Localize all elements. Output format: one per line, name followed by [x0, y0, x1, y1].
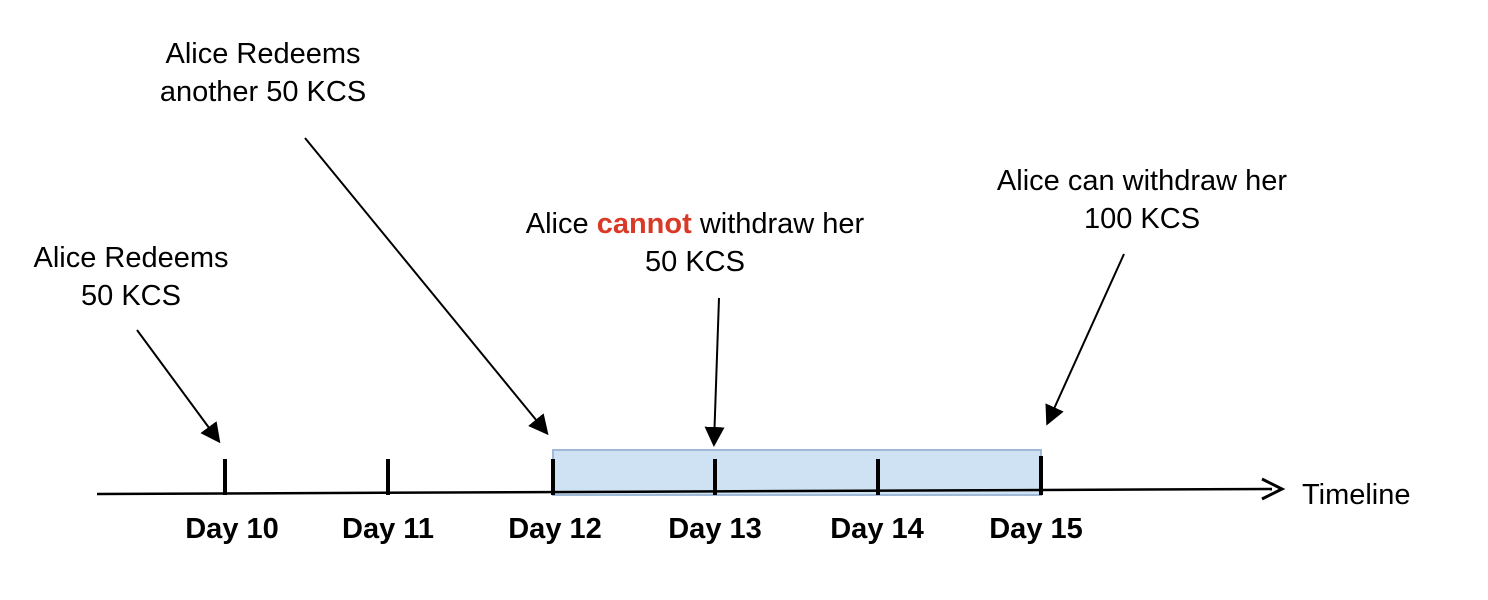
day-label: Day 15	[989, 513, 1083, 545]
arrow-redeem-first	[136, 329, 221, 444]
annotation-can-withdraw-line2: 100 KCS	[1083, 203, 1201, 235]
annotation-redeem-first-line2: 50 KCS	[81, 280, 181, 312]
annotation-cannot-withdraw-line1: Alice cannot withdraw her	[526, 205, 864, 243]
annotation-cannot-withdraw-suffix: withdraw her	[691, 208, 865, 240]
day-label: Day 11	[342, 513, 434, 545]
annotation-redeem-second: Alice Redeems another 50 KCS	[160, 35, 366, 111]
annotation-cannot-withdraw-accent: cannot	[596, 208, 692, 240]
day-label: Day 12	[508, 513, 602, 545]
lock-period-band	[552, 449, 1042, 496]
annotation-cannot-withdraw-line2: 50 KCS	[645, 246, 745, 278]
annotation-redeem-second-line1: Alice Redeems	[165, 38, 361, 70]
day-label: Day 13	[668, 513, 762, 545]
annotation-redeem-first: Alice Redeems 50 KCS	[33, 239, 228, 315]
annotation-can-withdraw-line1: Alice can withdraw her	[996, 165, 1288, 197]
timeline-arrowhead-icon	[1261, 477, 1286, 501]
timeline-axis	[96, 487, 1273, 496]
annotation-redeem-first-line1: Alice Redeems	[33, 242, 229, 274]
arrow-cannot-withdraw	[704, 297, 725, 447]
annotation-cannot-withdraw: Alice cannot withdraw her 50 KCS	[526, 205, 864, 281]
arrow-can-withdraw	[1045, 253, 1125, 426]
day-label: Day 10	[185, 513, 279, 545]
arrow-redeem-second	[304, 137, 549, 436]
timeline-axis-label: Timeline	[1302, 479, 1411, 511]
annotation-redeem-second-line2: another 50 KCS	[159, 76, 367, 108]
annotation-can-withdraw: Alice can withdraw her 100 KCS	[997, 162, 1287, 238]
annotation-cannot-withdraw-prefix: Alice	[525, 208, 597, 240]
day-label: Day 14	[830, 513, 924, 545]
